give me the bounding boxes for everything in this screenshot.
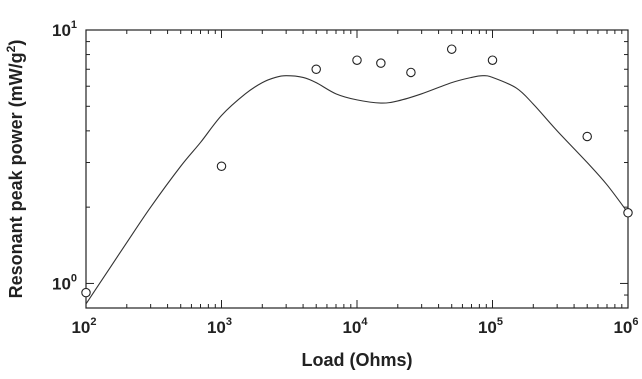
y-axis-title-sup: 2 [4,45,18,52]
data-point [376,58,386,68]
x-tick-label-base: 10 [478,318,497,337]
y-tick-label: 101 [52,19,77,40]
x-tick-label-exponent: 5 [497,316,503,328]
data-points [81,44,633,298]
data-point [582,131,592,142]
data-point [487,55,498,65]
y-tick-label-base: 10 [52,21,71,40]
data-point [216,161,227,171]
data-point [311,64,321,75]
x-tick-label: 103 [207,316,232,337]
data-point [81,287,91,298]
x-tick-label-exponent: 6 [632,316,638,328]
y-axis-title-end: ) [6,40,26,46]
x-tick-label: 105 [478,316,503,337]
x-tick-label: 106 [613,316,638,337]
fit-curve [85,75,629,305]
tick-marks [85,29,628,309]
x-tick-label: 102 [71,316,96,337]
y-axis-title: Resonant peak power (mW/g2) [4,40,26,299]
y-tick-label: 100 [52,272,77,293]
y-tick-label-exponent: 1 [71,19,77,31]
x-tick-label: 104 [342,316,368,337]
x-tick-label-base: 10 [71,318,90,337]
data-point [352,55,362,65]
plot-frame [85,29,629,309]
x-tick-label-exponent: 2 [90,316,96,328]
y-tick-label-exponent: 0 [71,272,77,284]
x-tick-label-base: 10 [342,318,361,337]
x-tick-labels: 102 103 104 105 106 [71,316,638,337]
y-axis-title-main: Resonant peak power (mW/g [6,52,26,298]
x-tick-label-base: 10 [613,318,632,337]
x-tick-label-base: 10 [207,318,226,337]
x-tick-label-exponent: 4 [361,316,368,328]
data-point [623,208,633,218]
data-point [406,67,416,78]
data-point [446,44,457,54]
x-tick-label-exponent: 3 [226,316,232,328]
x-axis-title: Load (Ohms) [302,350,413,370]
y-tick-label-base: 10 [52,274,71,293]
